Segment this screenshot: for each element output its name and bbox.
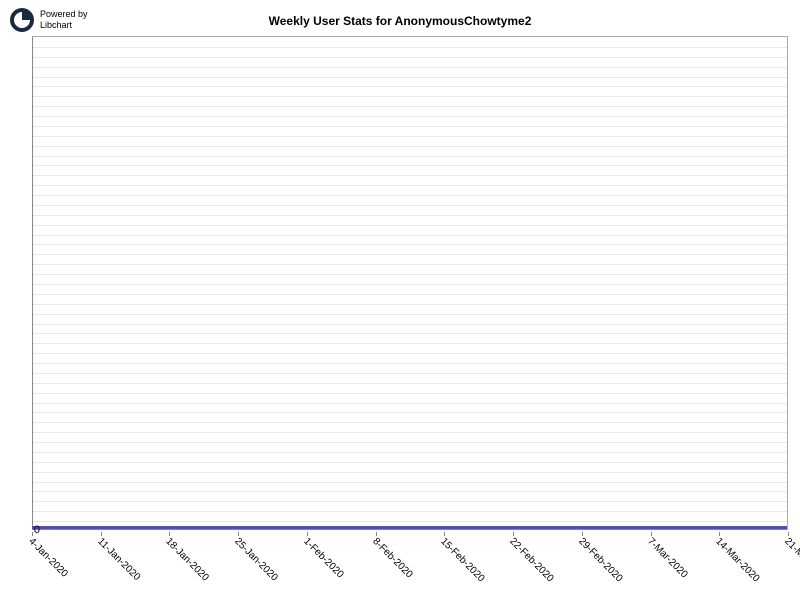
grid-line xyxy=(32,472,787,473)
grid-line xyxy=(32,244,787,245)
grid-line xyxy=(32,225,787,226)
x-tick xyxy=(376,532,377,536)
grid-line xyxy=(32,284,787,285)
grid-line xyxy=(32,363,787,364)
x-tick-label: 7-Mar-2020 xyxy=(645,536,689,580)
grid-line xyxy=(32,462,787,463)
grid-line xyxy=(32,96,787,97)
data-line xyxy=(32,526,787,529)
grid-line xyxy=(32,482,787,483)
grid-line xyxy=(32,294,787,295)
grid-line xyxy=(32,264,787,265)
grid-line xyxy=(32,393,787,394)
grid-line xyxy=(32,373,787,374)
grid-line xyxy=(32,521,787,522)
grid-line xyxy=(32,215,787,216)
grid-line xyxy=(32,422,787,423)
x-tick-label: 1-Feb-2020 xyxy=(301,536,345,580)
logo-area: Powered by Libchart xyxy=(10,8,88,32)
x-tick-label: 15-Feb-2020 xyxy=(439,536,487,584)
grid-line xyxy=(32,491,787,492)
grid-line xyxy=(32,126,787,127)
x-axis-labels: 4-Jan-202011-Jan-202018-Jan-202025-Jan-2… xyxy=(32,532,788,592)
logo-text: Powered by Libchart xyxy=(40,9,88,31)
x-tick-label: 4-Jan-2020 xyxy=(26,536,70,580)
grid-line xyxy=(32,353,787,354)
grid-line xyxy=(32,432,787,433)
libchart-logo-icon xyxy=(10,8,34,32)
grid-line xyxy=(32,452,787,453)
grid-line xyxy=(32,235,787,236)
grid-line xyxy=(32,67,787,68)
x-tick-label: 8-Feb-2020 xyxy=(370,536,414,580)
x-tick-label: 21-Mar-2020 xyxy=(782,536,800,584)
grid-line xyxy=(32,412,787,413)
grid-line xyxy=(32,333,787,334)
x-axis xyxy=(32,529,787,530)
grid-line xyxy=(32,274,787,275)
chart-plot xyxy=(32,36,788,530)
x-tick xyxy=(651,532,652,536)
logo-line1: Powered by xyxy=(40,9,88,20)
x-tick-label: 29-Feb-2020 xyxy=(576,536,624,584)
x-tick-label: 25-Jan-2020 xyxy=(232,536,279,583)
grid-line xyxy=(32,185,787,186)
chart-title: Weekly User Stats for AnonymousChowtyme2 xyxy=(269,14,532,28)
y-axis xyxy=(32,37,33,530)
grid-line xyxy=(32,442,787,443)
grid-line xyxy=(32,156,787,157)
grid-line xyxy=(32,511,787,512)
grid-line xyxy=(32,86,787,87)
x-tick-label: 22-Feb-2020 xyxy=(507,536,555,584)
grid-line xyxy=(32,205,787,206)
grid-line xyxy=(32,195,787,196)
grid-line xyxy=(32,77,787,78)
grid-line xyxy=(32,116,787,117)
grid-line xyxy=(32,57,787,58)
grid-line xyxy=(32,175,787,176)
x-tick xyxy=(101,532,102,536)
logo-line2: Libchart xyxy=(40,20,88,31)
grid-line xyxy=(32,254,787,255)
x-tick-label: 18-Jan-2020 xyxy=(164,536,211,583)
grid-line xyxy=(32,136,787,137)
grid-line xyxy=(32,343,787,344)
grid-line xyxy=(32,47,787,48)
grid-line xyxy=(32,304,787,305)
grid-line xyxy=(32,165,787,166)
grid-line xyxy=(32,146,787,147)
grid-line xyxy=(32,314,787,315)
grid-line xyxy=(32,383,787,384)
x-tick-label: 14-Mar-2020 xyxy=(713,536,761,584)
grid-line xyxy=(32,324,787,325)
grid-line xyxy=(32,501,787,502)
plot-area xyxy=(32,36,788,530)
grid-line xyxy=(32,403,787,404)
x-tick-label: 11-Jan-2020 xyxy=(95,536,142,583)
grid-line xyxy=(32,106,787,107)
